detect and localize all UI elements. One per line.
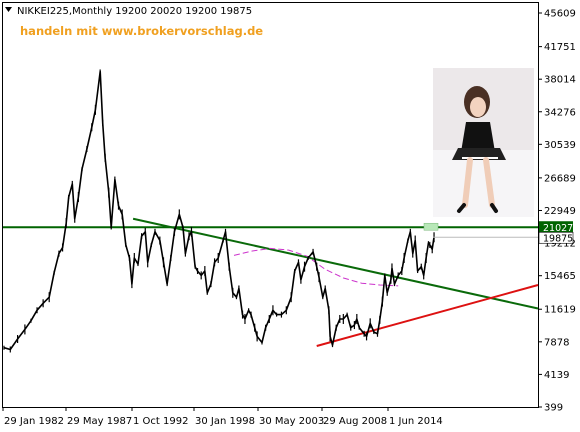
advertisement-photo — [433, 68, 534, 217]
y-tick-label: 4139 — [544, 370, 569, 381]
x-tick-label: 29 Jan 1982 — [4, 416, 64, 427]
current-price-label: 19875 — [543, 233, 573, 244]
y-tick-label: 30539 — [544, 140, 576, 151]
x-tick-label: 30 Jan 1998 — [195, 416, 255, 427]
y-tick-label: 15465 — [544, 271, 576, 282]
x-tick-label: 29 May 1987 — [67, 416, 132, 427]
y-tick-label: 11619 — [544, 305, 576, 316]
y-tick-label: 19212 — [544, 239, 576, 250]
y-tick-label: 22949 — [544, 206, 576, 217]
y-tick-label: 7878 — [544, 337, 569, 348]
x-tick-label: 1 Oct 1992 — [133, 416, 188, 427]
y-tick-label: 41751 — [544, 42, 576, 53]
uptrend-line — [316, 284, 539, 347]
symbol-header: NIKKEI225,Monthly 19200 20020 19200 1987… — [17, 6, 252, 17]
current-price-box — [538, 231, 574, 244]
y-tick-label: 34276 — [544, 107, 576, 118]
y-tick-label: 45609 — [544, 9, 576, 20]
promo-text[interactable]: handeln mit www.brokervorschlag.de — [20, 24, 263, 38]
plot-frame — [2, 2, 539, 408]
y-tick-label: 399 — [544, 403, 563, 414]
resistance-marker — [423, 222, 439, 231]
downtrend-line — [132, 217, 539, 310]
resistance-price-label: 21027 — [543, 223, 573, 234]
x-tick-label: 29 Aug 2008 — [323, 416, 387, 427]
resistance-price-box — [539, 221, 573, 234]
x-tick-label: 30 May 2003 — [259, 416, 324, 427]
collapse-arrow-icon[interactable] — [5, 7, 12, 12]
y-tick-label: 38014 — [544, 75, 576, 86]
y-tick-label: 26689 — [544, 173, 576, 184]
x-tick-label: 1 Jun 2014 — [389, 416, 443, 427]
price-series-line — [3, 70, 435, 351]
